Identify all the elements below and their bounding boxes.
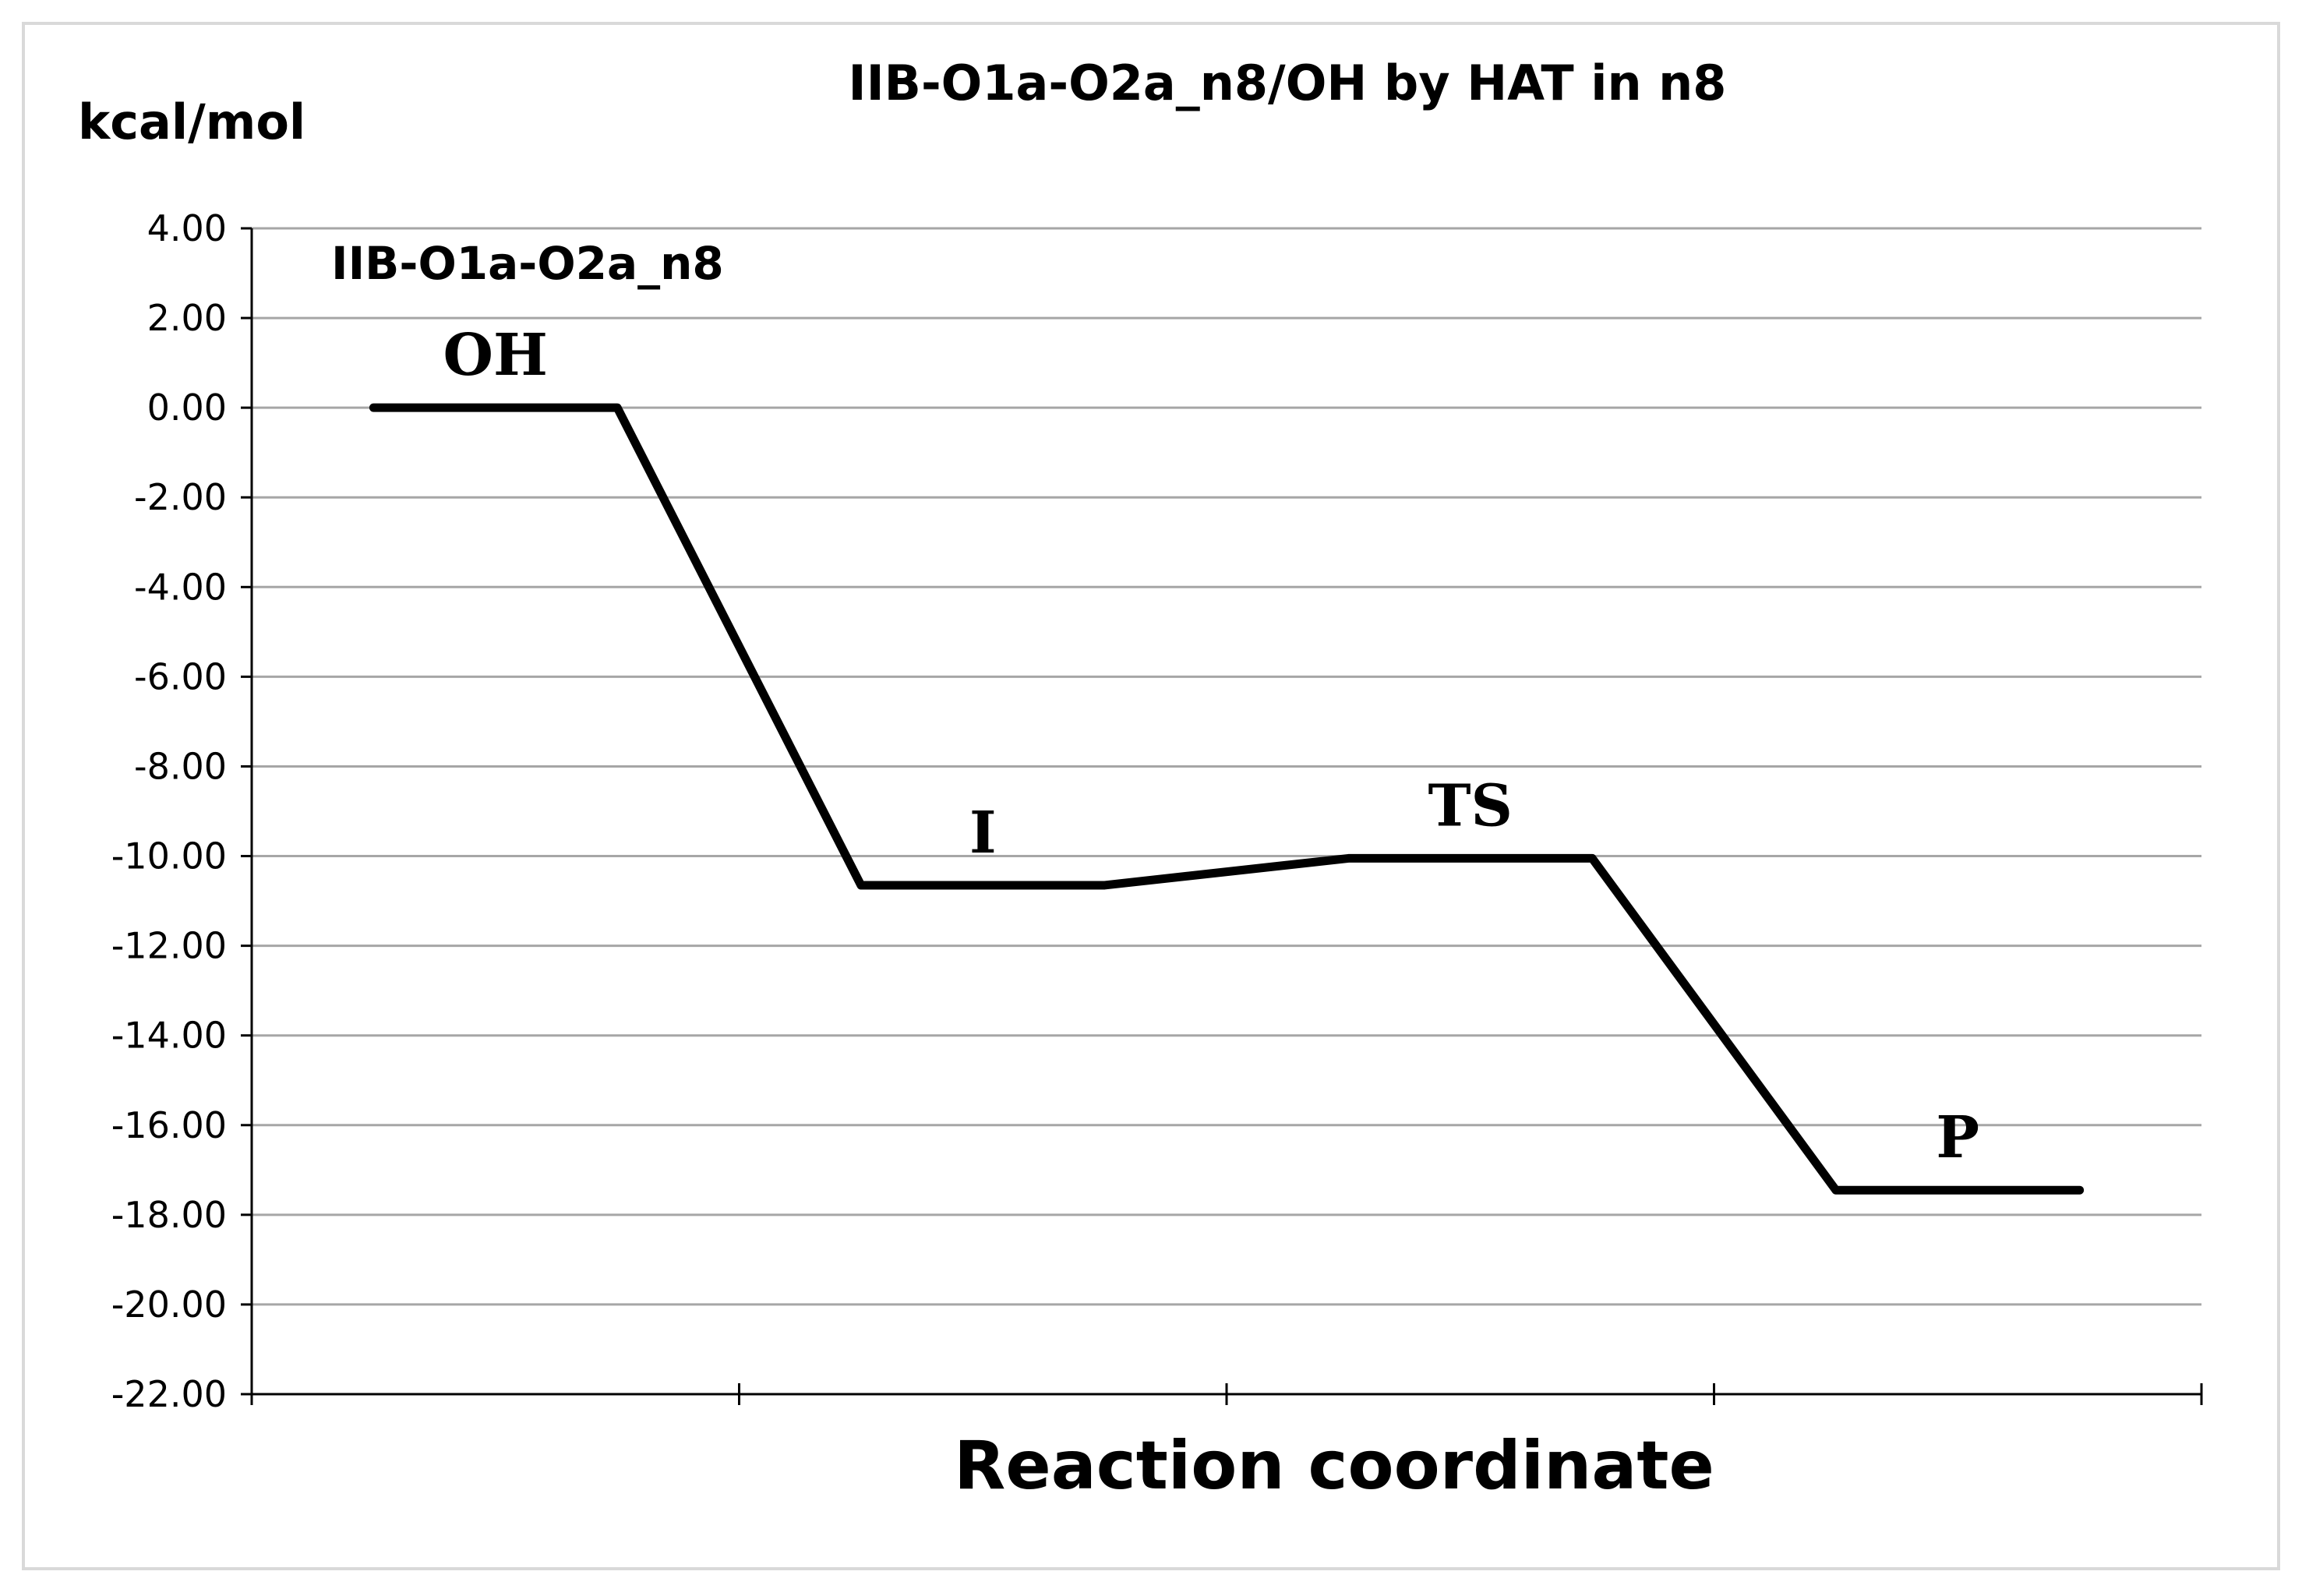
series-lines <box>369 403 2085 1195</box>
gridlines <box>252 227 2201 1306</box>
y-axis-label: kcal/mol <box>78 94 305 150</box>
y-tick-label: -18.00 <box>111 1194 227 1236</box>
x-axis-label: Reaction coordinate <box>954 1427 1714 1505</box>
energy-profile-line <box>369 403 2085 1195</box>
y-tick-label: -4.00 <box>134 566 227 608</box>
y-tick-label: -6.00 <box>134 655 227 697</box>
y-tick-label: 2.00 <box>147 297 227 339</box>
y-tick-label: 4.00 <box>147 207 227 249</box>
legend-series-label: IIB-O1a-O2a_n8 <box>331 237 724 290</box>
annotations: OH I TS P <box>443 322 1980 1171</box>
y-tick-labels: 4.00 2.00 0.00 -2.00 -4.00 -6.00 -8.00 -10.00 -1… <box>111 207 227 1415</box>
state-label: P <box>1936 1104 1979 1171</box>
y-tick-label: -2.00 <box>134 476 227 518</box>
y-tick-label: -16.00 <box>111 1104 227 1146</box>
state-label: TS <box>1428 772 1513 839</box>
y-tick-label: -14.00 <box>111 1015 227 1057</box>
y-tick-label: 0.00 <box>147 387 227 429</box>
y-tick-label: -22.00 <box>111 1373 227 1415</box>
y-tick-label: -8.00 <box>134 745 227 787</box>
y-tick-label: -10.00 <box>111 835 227 877</box>
y-tick-label: -20.00 <box>111 1284 227 1326</box>
chart-title: IIB-O1a-O2a_n8/OH by HAT in n8 <box>849 55 1727 111</box>
state-label: OH <box>443 322 548 389</box>
y-tick-label: -12.00 <box>111 925 227 967</box>
outer-frame <box>22 22 2280 1570</box>
state-label: I <box>969 800 997 867</box>
axes <box>241 227 2203 1405</box>
